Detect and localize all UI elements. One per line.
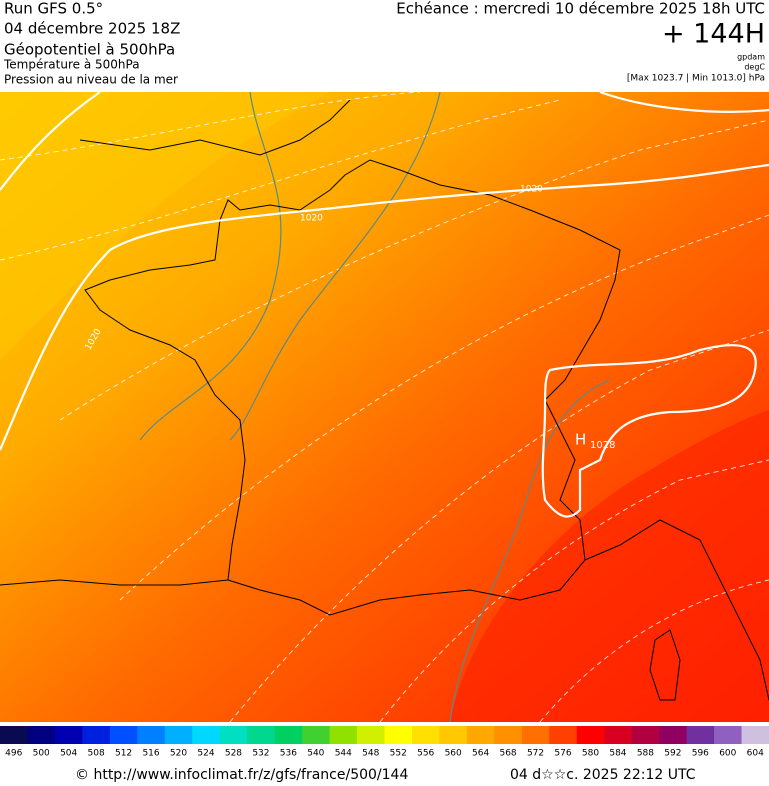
colorbar-label: 560 bbox=[445, 749, 462, 759]
colorbar-swatch bbox=[219, 726, 248, 744]
colorbar-label: 496 bbox=[5, 749, 22, 759]
colorbar-label: 580 bbox=[582, 749, 599, 759]
colorbar-swatch bbox=[466, 726, 495, 744]
colorbar-label: 568 bbox=[499, 749, 516, 759]
valid-time: Echéance : mercredi 10 décembre 2025 18h… bbox=[396, 0, 765, 18]
colorbar-label: 500 bbox=[33, 749, 50, 759]
isobar bbox=[0, 163, 769, 451]
isobar-label: 1020 bbox=[300, 214, 323, 224]
colorbar-swatch bbox=[411, 726, 440, 744]
colorbar-swatch bbox=[549, 726, 578, 744]
colorbar-swatch bbox=[247, 726, 276, 744]
colorbar-swatch bbox=[54, 726, 83, 744]
colorbar-label: 564 bbox=[472, 749, 489, 759]
high-pressure: 1028 bbox=[590, 440, 615, 451]
geopotential bbox=[229, 91, 441, 441]
colorbar-label: 532 bbox=[252, 749, 269, 759]
colorbar-label: 592 bbox=[664, 749, 681, 759]
colorbar-swatch bbox=[741, 726, 769, 744]
coastline bbox=[84, 159, 621, 616]
footer-timestamp: 04 d☆☆c. 2025 22:12 UTC bbox=[510, 767, 696, 783]
colorbar-swatch bbox=[274, 726, 303, 744]
field-label: Température à 500hPa bbox=[3, 58, 140, 72]
colorbar-label: 520 bbox=[170, 749, 187, 759]
geopotential bbox=[449, 379, 611, 723]
island bbox=[649, 629, 681, 701]
run-title: Run GFS 0.5° bbox=[4, 0, 103, 18]
isobar bbox=[599, 90, 769, 113]
colorbar-swatch bbox=[164, 726, 193, 744]
colorbar-swatch bbox=[576, 726, 605, 744]
footer-url[interactable]: © http://www.infoclimat.fr/z/gfs/france/… bbox=[75, 767, 408, 783]
colorbar-label: 556 bbox=[417, 749, 434, 759]
isotherm bbox=[59, 119, 769, 421]
temp-band bbox=[0, 92, 330, 360]
isobar bbox=[0, 91, 101, 191]
unit-label: degC bbox=[744, 63, 765, 72]
colorbar-swatch bbox=[714, 726, 743, 744]
colorbar-label: 596 bbox=[692, 749, 709, 759]
colorbar-label: 504 bbox=[60, 749, 77, 759]
colorbar-swatch bbox=[192, 726, 221, 744]
pressure-range: [Max 1023.7 | Min 1013.0] hPa bbox=[627, 74, 765, 84]
colorbar-label: 540 bbox=[307, 749, 324, 759]
colorbar-label: 544 bbox=[335, 749, 352, 759]
temp-band bbox=[450, 410, 769, 722]
geopotential bbox=[139, 91, 282, 441]
colorbar-swatch bbox=[82, 726, 111, 744]
colorbar-label: 572 bbox=[527, 749, 544, 759]
colorbar-swatch bbox=[0, 726, 28, 744]
colorbar-swatch bbox=[659, 726, 688, 744]
colorbar-label: 508 bbox=[88, 749, 105, 759]
colorbar-label: 604 bbox=[747, 749, 764, 759]
colorbar-swatch bbox=[137, 726, 166, 744]
colorbar-swatch bbox=[521, 726, 550, 744]
colorbar-swatch bbox=[109, 726, 138, 744]
colorbar-label: 576 bbox=[554, 749, 571, 759]
colorbar-swatch bbox=[604, 726, 633, 744]
colorbar-swatch bbox=[27, 726, 56, 744]
colorbar-label: 548 bbox=[362, 749, 379, 759]
isotherm bbox=[379, 459, 769, 723]
map: 1020 1020 1020 H 1028 bbox=[0, 90, 769, 723]
coastline bbox=[79, 99, 351, 156]
isotherm bbox=[0, 99, 561, 261]
high-marker: H bbox=[575, 431, 586, 449]
colorbar-label: 584 bbox=[609, 749, 626, 759]
colorbar-label: 552 bbox=[390, 749, 407, 759]
field-label: Géopotentiel à 500hPa bbox=[4, 41, 175, 59]
unit-label: gpdam bbox=[737, 53, 765, 62]
colorbar-swatch bbox=[329, 726, 358, 744]
isobar-label: 1020 bbox=[520, 185, 543, 195]
colorbar-swatch bbox=[384, 726, 413, 744]
colorbar-label: 536 bbox=[280, 749, 297, 759]
border bbox=[0, 579, 229, 586]
colorbar: 496 500 504 508 512 516 520 524 528 532 536 540 544 5… bbox=[0, 726, 769, 759]
coastline bbox=[584, 519, 769, 701]
isobar bbox=[541, 344, 757, 518]
colorbar-swatch bbox=[686, 726, 715, 744]
colorbar-label: 600 bbox=[719, 749, 736, 759]
colorbar-label: 588 bbox=[637, 749, 654, 759]
colorbar-label: 512 bbox=[115, 749, 132, 759]
colorbar-label: 528 bbox=[225, 749, 242, 759]
colorbar-swatch bbox=[302, 726, 331, 744]
colorbar-swatch bbox=[631, 726, 660, 744]
isotherm bbox=[539, 579, 769, 723]
colorbar-swatch bbox=[439, 726, 468, 744]
field-label: Pression au niveau de la mer bbox=[4, 73, 178, 87]
colorbar-swatch bbox=[357, 726, 385, 744]
colorbar-swatch bbox=[494, 726, 523, 744]
colorbar-label: 516 bbox=[142, 749, 159, 759]
lead-time: + 144H bbox=[662, 19, 765, 50]
colorbar-label: 524 bbox=[197, 749, 214, 759]
run-date: 04 décembre 2025 18Z bbox=[4, 20, 180, 38]
